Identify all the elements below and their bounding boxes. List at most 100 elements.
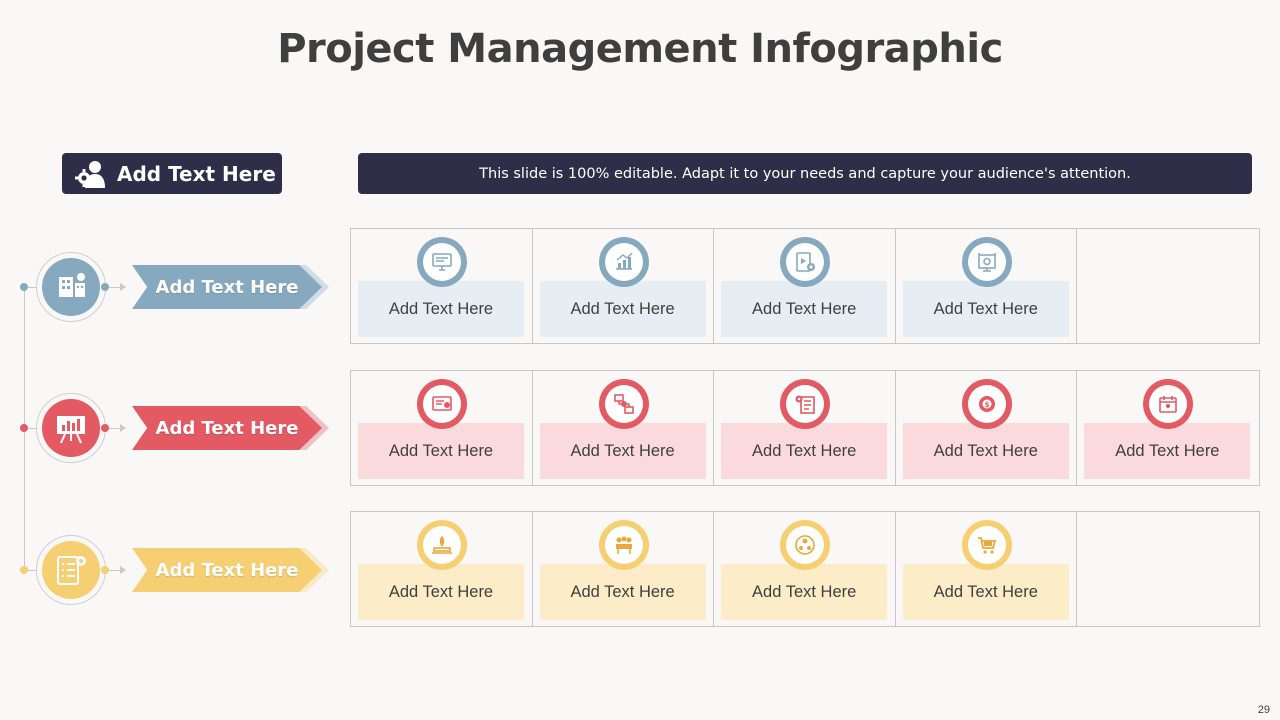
cell-icon-badge [780,379,831,429]
grid-cell: Add Text Here $ [896,371,1078,485]
row-connector-arrow [120,424,126,432]
row-icon-circle [42,258,100,316]
svg-text:$: $ [984,401,989,409]
row-grid: Add Text Here Add Text Here Add Text Here A… [350,370,1260,486]
cell-text-box: Add Text Here [358,423,524,479]
cell-icon-badge [961,520,1012,570]
checklist-settings-icon [57,556,86,585]
row-icon-circle [42,399,100,457]
grid-cell: Add Text Here [351,371,533,485]
cell-icon-inner [423,526,461,564]
row-connector-arrow [120,566,126,574]
cell-text-box: Add Text Here [721,281,888,337]
grid-cell: Add Text Here [533,229,715,343]
checklist-gear-icon [795,395,815,414]
grid-cell: Add Text Here [351,512,533,626]
cell-icon-inner [604,243,643,281]
cell-icon-badge [780,237,831,287]
cell-text-box: Add Text Here [539,423,706,479]
grid-cell: Add Text Here [714,371,896,485]
cell-icon-inner [423,243,461,281]
row-connector-line [109,570,121,571]
cell-icon-badge [1143,379,1194,429]
cell-icon-inner [967,526,1006,564]
timeline-dot [20,283,28,291]
row-grid: Add Text Here Add Text Here Add Text Here A… [350,511,1260,627]
timeline-connector [28,570,38,571]
cell-icon-badge: $ [961,379,1012,429]
cell-icon-badge [780,520,831,570]
row-grid: Add Text Here Add Text Here Add Text Here A… [350,228,1260,344]
laptop-rocket-icon [432,536,452,554]
row-label: Add Text Here [132,265,322,309]
team-network-icon [795,535,815,555]
timeline-connector [28,287,38,288]
page-title: Project Management Infographic [277,26,1003,72]
row-connector-dot [101,424,109,432]
grid-cell: Add Text Here [714,229,896,343]
cell-icon-badge [598,520,649,570]
cell-text-box: Add Text Here [358,281,524,337]
shopping-cart-icon [977,537,996,554]
grid-cell: Add Text Here [714,512,896,626]
cell-text-box: Add Text Here [902,423,1069,479]
cell-icon-inner [423,385,461,423]
gear-dollar-icon: $ [978,396,995,412]
process-flow-icon [613,394,634,414]
presentation-board-icon [57,416,85,444]
cell-text-box: Add Text Here [358,564,524,620]
grid-cell: Add Text Here [533,371,715,485]
row-label: Add Text Here [132,406,322,450]
row-connector-arrow [120,283,126,291]
building-chart-icon [59,273,85,297]
cell-text-box: Add Text Here [539,564,706,620]
cell-text-box: Add Text Here [539,281,706,337]
row-connector-dot [101,283,109,291]
cell-text-box: Add Text Here [721,564,888,620]
calendar-user-icon [1159,396,1178,413]
row-connector-line [109,287,121,288]
team-meeting-icon [615,536,632,554]
cell-icon-inner: $ [967,385,1006,423]
cell-text-box: Add Text Here [902,564,1069,620]
grid-cell: Add Text Here [896,229,1078,343]
grid-cell [1077,229,1259,343]
certificate-icon [432,396,452,411]
monitor-list-icon [432,253,452,271]
video-gear-icon [796,252,816,272]
cell-text-box: Add Text Here [902,281,1069,337]
grid-cell: Add Text Here [1077,371,1259,485]
grid-cell [1077,512,1259,626]
cell-text-box: Add Text Here [1084,423,1251,479]
row-connector-dot [101,566,109,574]
page-number: 29 [1257,704,1270,716]
timeline-connector [28,428,38,429]
cell-text-box: Add Text Here [721,423,888,479]
user-gear-icon [75,160,105,188]
header-label: Add Text Here [117,161,276,186]
row-label: Add Text Here [132,548,322,592]
cell-icon-inner [967,243,1006,281]
row-connector-line [109,428,121,429]
timeline-dot [20,566,28,574]
grid-cell: Add Text Here [533,512,715,626]
cell-icon-badge [417,520,467,570]
cell-icon-badge [598,379,649,429]
cell-icon-badge [417,237,467,287]
header-label-pill: Add Text Here [62,153,282,194]
growth-chart-icon [615,252,633,270]
network-gear-icon [977,253,996,272]
cell-icon-inner [604,526,643,564]
row-icon-circle [42,541,100,599]
cell-icon-badge [961,237,1012,287]
grid-cell: Add Text Here [351,229,533,343]
cell-icon-inner [786,526,825,564]
timeline-dot [20,424,28,432]
grid-cell: Add Text Here [896,512,1078,626]
cell-icon-inner [786,385,825,423]
cell-icon-inner [604,385,643,423]
cell-icon-inner [786,243,825,281]
cell-icon-inner [1149,385,1188,423]
cell-icon-badge [417,379,467,429]
cell-icon-badge [598,237,649,287]
